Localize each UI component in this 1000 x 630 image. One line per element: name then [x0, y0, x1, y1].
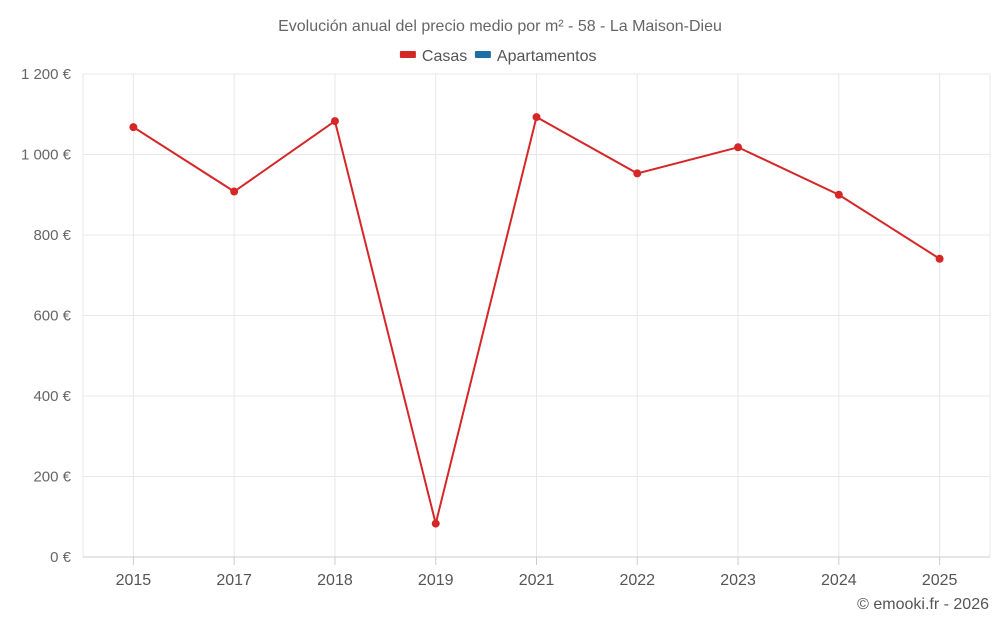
data-point[interactable]: [532, 113, 541, 122]
data-point[interactable]: [734, 143, 743, 152]
x-tick-label: 2017: [216, 572, 252, 589]
data-point[interactable]: [633, 169, 642, 178]
data-point[interactable]: [431, 519, 440, 528]
y-tick-label: 600 €: [33, 308, 71, 325]
series: [129, 113, 944, 528]
credit-text: © emooki.fr - 2026: [857, 596, 989, 613]
data-point[interactable]: [935, 254, 944, 263]
data-point[interactable]: [230, 187, 239, 196]
legend-swatch: [474, 51, 491, 58]
x-tick-label: 2023: [720, 572, 756, 589]
data-point[interactable]: [834, 190, 843, 199]
y-tick-label: 0 €: [50, 549, 72, 566]
x-tick-label: 2015: [116, 572, 152, 589]
data-point[interactable]: [330, 117, 339, 126]
y-tick-label: 400 €: [33, 388, 71, 405]
x-tick-label: 2025: [922, 572, 958, 589]
chart-title: Evolución anual del precio medio por m² …: [278, 18, 722, 35]
legend-label: Apartamentos: [497, 48, 597, 65]
y-tick-label: 800 €: [33, 227, 71, 244]
y-tick-label: 1 000 €: [21, 147, 72, 164]
x-tick-label: 2024: [821, 572, 857, 589]
data-point[interactable]: [129, 123, 138, 132]
x-tick-label: 2018: [317, 572, 353, 589]
axes: 0 € 200 € 400 € 600 € 800 € 1 000 € 1 200 € 201…: [21, 66, 990, 589]
legend-item-casas[interactable]: Casas: [399, 48, 467, 65]
grid: [82, 73, 991, 557]
x-tick-label: 2021: [519, 572, 555, 589]
x-tick-label: 2019: [418, 572, 454, 589]
y-tick-label: 200 €: [33, 469, 71, 486]
y-tick-label: 1 200 €: [21, 66, 72, 83]
legend-label: Casas: [422, 48, 467, 65]
legend-swatch: [399, 51, 416, 58]
legend: Casas Apartamentos: [399, 48, 597, 65]
legend-item-apartamentos[interactable]: Apartamentos: [474, 48, 597, 65]
x-tick-label: 2022: [619, 572, 655, 589]
